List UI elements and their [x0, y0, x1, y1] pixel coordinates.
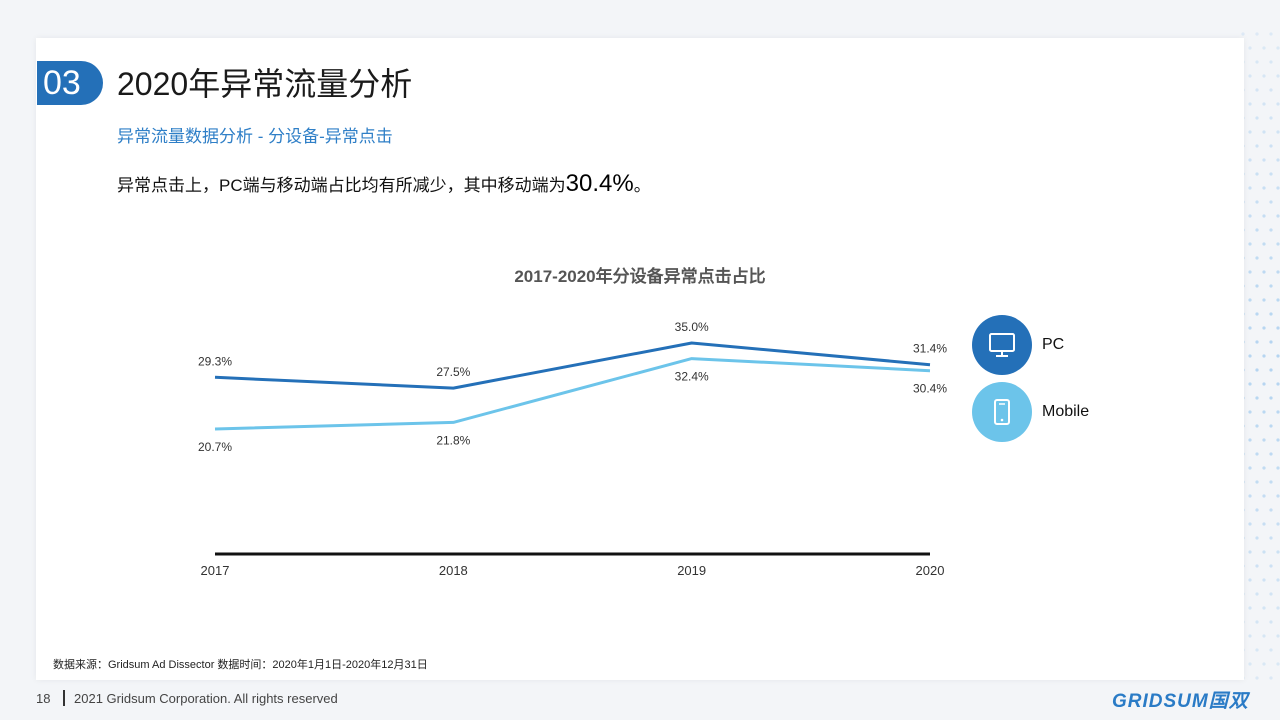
x-tick-label: 2020 [916, 563, 945, 578]
legend-label-pc: PC [1042, 336, 1065, 353]
legend-pc-circle [972, 315, 1032, 375]
data-label-mobile: 32.4% [675, 370, 709, 384]
x-tick-label: 2017 [201, 563, 230, 578]
legend-mobile-circle [972, 382, 1032, 442]
summary-end: 。 [633, 176, 651, 195]
data-label-pc: 35.0% [675, 320, 709, 334]
copyright-text: 2021 Gridsum Corporation. All rights res… [74, 691, 338, 706]
tablet-icon [994, 399, 1010, 425]
page-number: 18 [36, 691, 51, 706]
data-label-mobile: 21.8% [436, 433, 470, 447]
legend-label-mobile: Mobile [1042, 403, 1090, 420]
legend-item-mobile: Mobile [972, 382, 1089, 442]
series-line-pc [214, 341, 931, 390]
data-label-pc: 27.5% [436, 365, 470, 379]
data-label-mobile: 30.4% [913, 382, 947, 396]
section-subtitle: 异常流量数据分析 - 分设备-异常点击 [117, 127, 393, 146]
data-label-pc: 29.3% [198, 354, 232, 368]
summary-highlight: 30.4% [565, 170, 634, 197]
footer-divider [63, 690, 65, 706]
series-line-mobile [214, 357, 931, 431]
data-label-mobile: 20.7% [198, 440, 232, 454]
section-number-badge: 03 [37, 61, 103, 105]
data-label-pc: 31.4% [913, 342, 947, 356]
x-tick-label: 2019 [677, 563, 706, 578]
monitor-icon [989, 333, 1015, 357]
legend-item-pc: PC [972, 315, 1064, 375]
data-source-note: 数据来源：Gridsum Ad Dissector 数据时间：2020年1月1日… [53, 659, 428, 671]
page-title: 2020年异常流量分析 [117, 66, 413, 102]
chart-title: 2017-2020年分设备异常点击占比 [514, 267, 766, 286]
summary-text: 异常点击上，PC端与移动端占比均有所减少，其中移动端为30.4%。 [117, 170, 651, 198]
slide-card [36, 38, 1244, 680]
summary-body: 异常点击上，PC端与移动端占比均有所减少，其中移动端为 [117, 176, 566, 195]
gridsum-logo: GRIDSUM国双 [1112, 691, 1249, 712]
x-tick-label: 2018 [439, 563, 468, 578]
